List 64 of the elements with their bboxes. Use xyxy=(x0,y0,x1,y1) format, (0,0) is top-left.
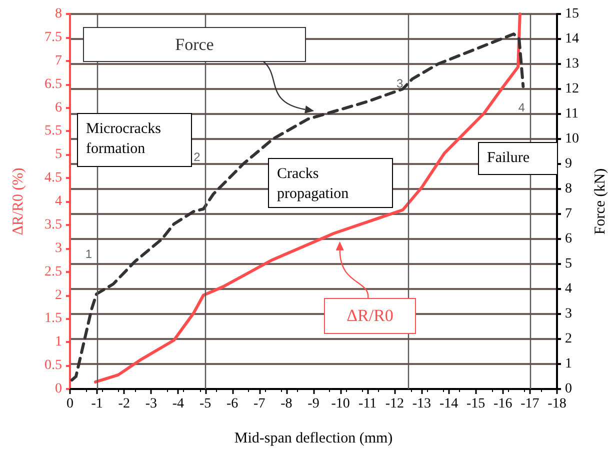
y-tick-label: 1.5 xyxy=(44,311,62,326)
x-tick-label: -8 xyxy=(280,396,292,412)
y-tick-label: 3.5 xyxy=(44,217,62,232)
x-tick-label: -15 xyxy=(466,396,486,412)
x-tick-label: -10 xyxy=(331,396,350,412)
y-tick-label: 3 xyxy=(55,240,62,256)
label-box: ΔR/R0 xyxy=(324,298,416,334)
y-axis-title: ΔR/R0 (%) xyxy=(10,168,26,236)
annotation: 1 xyxy=(85,247,92,261)
x-tick-label: -4 xyxy=(172,396,184,412)
annotation: 2 xyxy=(194,150,201,164)
annotation: 3 xyxy=(396,76,404,90)
y-tick-label: 6 xyxy=(55,100,62,116)
y-tick-label: 2 xyxy=(55,288,62,303)
y2-tick-label: 10 xyxy=(565,132,579,146)
y2-tick-label: 13 xyxy=(565,56,579,72)
y2-tick-label: 12 xyxy=(565,82,579,96)
x-tick-label: -2 xyxy=(118,396,130,412)
y2-tick-label: 15 xyxy=(565,6,579,22)
y2-tick-label: 9 xyxy=(565,156,572,172)
x-tick-label: -14 xyxy=(439,396,458,412)
y2-tick-label: 4 xyxy=(565,282,572,296)
y2-tick-label: 8 xyxy=(565,182,572,196)
y2-tick-label: 6 xyxy=(565,232,572,246)
y-tick-label: 7 xyxy=(55,53,62,68)
y-tick-label: 4.5 xyxy=(44,170,62,186)
x-tick-label: -1 xyxy=(91,396,103,412)
x-tick-label: -11 xyxy=(358,396,377,412)
y2-tick-label: 14 xyxy=(565,32,579,46)
y-tick-label: 2.5 xyxy=(44,264,62,280)
note-box: Cracks propagation xyxy=(268,158,393,208)
x-tick-label: 0 xyxy=(66,396,74,412)
y-tick-label: 0 xyxy=(55,382,62,396)
y2-tick-label: 11 xyxy=(565,106,578,122)
y2-tick-label: 5 xyxy=(565,256,572,272)
x-tick-label: -6 xyxy=(226,396,238,412)
x-tick-label: -12 xyxy=(385,396,404,412)
y-tick-label: 6.5 xyxy=(44,76,62,92)
x-axis-title: Mid-span deflection (mm) xyxy=(234,430,393,446)
y2-tick-label: 7 xyxy=(565,206,572,222)
x-tick-label: -13 xyxy=(412,396,432,412)
y2-tick-label: 3 xyxy=(565,306,572,322)
y-tick-label: 4 xyxy=(55,194,62,209)
y-tick-label: 5.5 xyxy=(44,124,62,139)
y2-tick-label: 2 xyxy=(565,332,572,346)
label-box: Force xyxy=(83,27,306,62)
y-tick-label: 7.5 xyxy=(44,30,62,45)
x-tick-label: -9 xyxy=(308,396,320,412)
x-tick-label: -18 xyxy=(548,396,566,412)
annotation: 4 xyxy=(518,100,526,114)
y2-tick-label: 1 xyxy=(565,356,572,372)
y-tick-label: 5 xyxy=(55,147,62,162)
y2-axis-title: Force (kN) xyxy=(592,168,608,235)
note-box: Microcracks formation xyxy=(77,113,192,167)
x-tick-label: -7 xyxy=(254,396,266,412)
x-tick-label: -16 xyxy=(494,396,512,412)
x-tick-label: -5 xyxy=(199,396,212,412)
y-tick-label: 0.5 xyxy=(44,358,62,374)
x-tick-label: -17 xyxy=(520,396,540,412)
y-tick-label: 8 xyxy=(55,6,62,22)
note-box: Failure xyxy=(478,142,558,175)
x-tick-label: -3 xyxy=(145,396,158,412)
y2-tick-label: 0 xyxy=(565,382,572,396)
y-tick-label: 1 xyxy=(55,334,62,350)
